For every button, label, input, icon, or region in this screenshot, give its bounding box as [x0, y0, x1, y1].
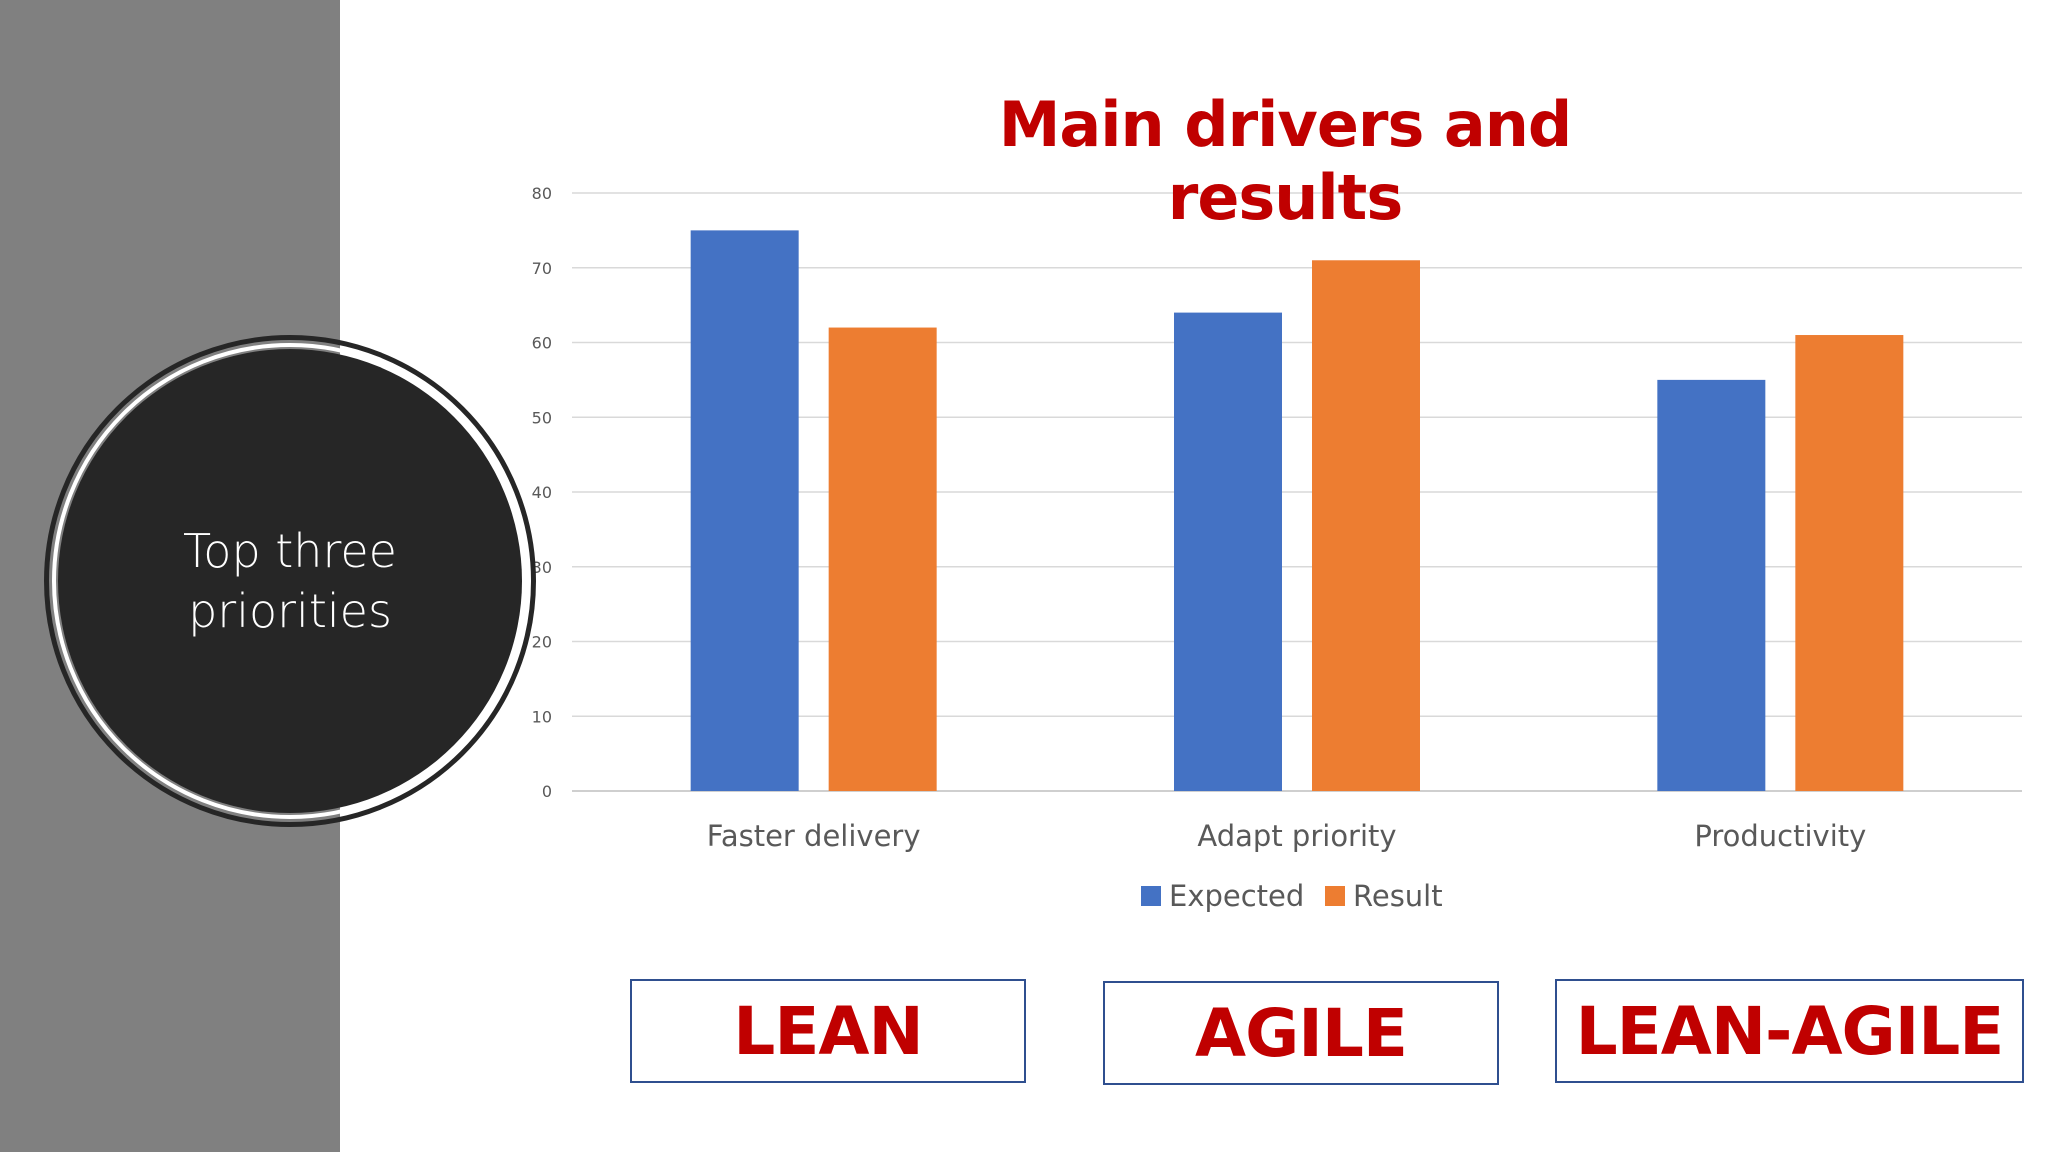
legend-swatch-expected [1141, 886, 1161, 906]
bar-expected-2 [1657, 379, 1766, 791]
bar-expected-0 [690, 230, 799, 791]
circle-white-ring [52, 343, 528, 819]
bar-result-0 [828, 327, 937, 791]
x-axis-categories: Faster delivery Adapt priority Productivit… [707, 819, 1866, 853]
y-tick-label: 80 [532, 184, 552, 203]
x-category-label: Adapt priority [1197, 819, 1396, 853]
y-tick-label: 70 [532, 259, 552, 278]
bar-result-2 [1795, 335, 1904, 791]
y-tick-label: 0 [542, 782, 552, 801]
legend-label-result: Result [1353, 879, 1443, 913]
tag-lean: LEAN [630, 979, 1026, 1083]
bar-result-1 [1312, 260, 1420, 791]
x-category-label: Productivity [1694, 819, 1866, 853]
chart-bars [690, 230, 1904, 791]
chart-legend: Expected Result [1141, 879, 1443, 913]
y-tick-label: 30 [532, 558, 552, 577]
legend-label-expected: Expected [1169, 879, 1304, 913]
circle-text: Top three priorities [183, 524, 397, 638]
y-axis-ticks: 0 10 20 30 40 50 60 70 80 [532, 184, 552, 801]
y-tick-label: 10 [532, 707, 552, 726]
tag-lean-agile: LEAN-AGILE [1555, 979, 2024, 1083]
chart-gridlines [572, 192, 2022, 792]
chart-title: Main drivers and results [998, 88, 1573, 234]
y-tick-label: 40 [532, 483, 552, 502]
y-tick-label: 50 [532, 408, 552, 427]
y-tick-label: 60 [532, 334, 552, 353]
legend-swatch-result [1325, 886, 1345, 906]
circle-outer-border [44, 335, 536, 827]
x-category-label: Faster delivery [707, 819, 921, 853]
bar-expected-1 [1174, 312, 1282, 791]
y-tick-label: 20 [532, 633, 552, 652]
tag-agile: AGILE [1103, 981, 1499, 1085]
priorities-circle: Top three priorities [58, 349, 522, 813]
